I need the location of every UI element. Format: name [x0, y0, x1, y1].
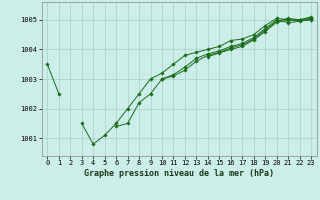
X-axis label: Graphe pression niveau de la mer (hPa): Graphe pression niveau de la mer (hPa)	[84, 169, 274, 178]
